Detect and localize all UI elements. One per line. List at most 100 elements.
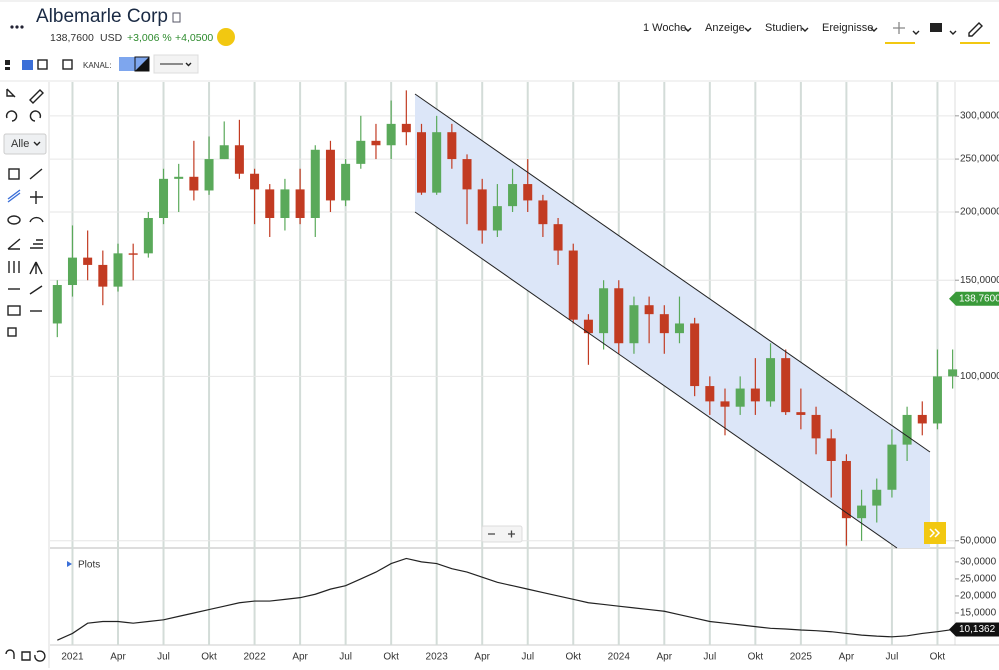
- menu-item[interactable]: Studien: [765, 22, 802, 34]
- pen-button[interactable]: [960, 22, 990, 44]
- candle-body: [204, 159, 214, 191]
- menu-arrows: [684, 27, 957, 35]
- candle-body: [417, 132, 426, 193]
- candle-body: [841, 460, 851, 519]
- x-tick-label: Jul: [339, 652, 352, 663]
- x-tick-label: Apr: [657, 652, 673, 663]
- candle-body: [98, 264, 108, 287]
- y-tick-label: 200,0000: [960, 207, 999, 218]
- x-tick-label: 2025: [790, 652, 813, 663]
- y-tick-label: 300,0000: [960, 110, 999, 121]
- candle-body: [826, 438, 836, 461]
- swap-button[interactable]: [217, 28, 235, 46]
- candle-body: [83, 257, 93, 265]
- stock-title: Albemarle Corp: [36, 6, 168, 27]
- candle-body: [295, 189, 305, 218]
- candle-body: [356, 140, 366, 164]
- legend-toggle[interactable]: [67, 561, 72, 567]
- x-tick-label: Apr: [839, 652, 855, 663]
- candle-body: [371, 140, 381, 146]
- candle-body: [159, 178, 169, 218]
- change-pct: +3,006 %: [127, 32, 172, 44]
- candle-body: [781, 358, 791, 413]
- candle-body: [508, 184, 518, 207]
- price: 138,7600: [50, 32, 94, 44]
- candle-body: [401, 123, 411, 133]
- filter-button[interactable]: [3, 133, 47, 155]
- x-tick-label: 2023: [426, 652, 449, 663]
- drawing-tools[interactable]: [5, 88, 46, 662]
- candle-body: [250, 173, 260, 190]
- menu-item[interactable]: 1 Woche: [643, 22, 686, 34]
- x-tick-label: Okt: [748, 652, 764, 663]
- last-price-tag: [949, 291, 999, 306]
- x-tick-label: Apr: [474, 652, 490, 663]
- candle-body: [538, 200, 548, 225]
- channel-fill: [415, 94, 930, 548]
- candle-body: [674, 323, 684, 334]
- y-tick-label: 50,0000: [960, 535, 997, 546]
- x-tick-label: Okt: [201, 652, 217, 663]
- candle-body: [432, 132, 442, 193]
- y-tick-label: 250,0000: [960, 154, 999, 165]
- candle-body: [462, 159, 472, 190]
- candle-body: [568, 250, 578, 320]
- candle-body: [325, 149, 335, 201]
- last-price-label: 138,7600: [959, 293, 999, 304]
- candle-body: [917, 414, 927, 424]
- x-tick-label: 2022: [243, 652, 266, 663]
- candle-body: [280, 189, 290, 218]
- marks: [52, 90, 958, 641]
- x-tick-label: Okt: [930, 652, 946, 663]
- grid: [50, 82, 955, 645]
- candle-body: [857, 505, 867, 519]
- x-tick-label: Okt: [383, 652, 399, 663]
- indicator-line: [57, 557, 953, 641]
- candle-body: [735, 388, 745, 407]
- candle-body: [523, 184, 533, 201]
- more-menu[interactable]: [10, 25, 24, 29]
- candle-body: [174, 176, 184, 179]
- channel-lower[interactable]: [414, 211, 898, 549]
- candle-body: [644, 305, 654, 315]
- candle-body: [659, 314, 669, 334]
- menu-item[interactable]: Ereignisse: [822, 22, 873, 34]
- candle-body: [766, 358, 776, 402]
- last-value-tag: [949, 622, 999, 637]
- x-tick-label: Apr: [292, 652, 308, 663]
- candle-body: [750, 388, 760, 402]
- candle-body: [583, 319, 593, 334]
- candle-body: [128, 253, 138, 255]
- candle-body: [887, 444, 897, 490]
- y-tick-label: 15,0000: [960, 608, 997, 619]
- comment-button[interactable]: [930, 23, 942, 32]
- legend-label[interactable]: Plots: [78, 560, 100, 571]
- candle-body: [705, 386, 715, 402]
- candle-body: [310, 149, 320, 218]
- y-tick-label: 20,0000: [960, 591, 997, 602]
- menu-item[interactable]: Anzeige: [705, 22, 745, 34]
- channel-upper[interactable]: [414, 93, 931, 453]
- candle-body: [553, 224, 563, 251]
- x-tick-label: Apr: [110, 652, 126, 663]
- filter-label[interactable]: Alle: [11, 138, 29, 150]
- copy-icon[interactable]: [172, 12, 181, 23]
- candle-body: [599, 288, 609, 334]
- candle-body: [219, 145, 229, 160]
- x-tick-label: Jul: [703, 652, 716, 663]
- candle-body: [341, 163, 351, 201]
- channel-color[interactable]: [119, 56, 150, 72]
- candle-body: [386, 123, 396, 146]
- candle-body: [143, 217, 153, 254]
- zoom-controls[interactable]: [481, 525, 523, 543]
- line-style[interactable]: [153, 54, 199, 74]
- candle-body: [492, 206, 502, 231]
- crosshair-button[interactable]: [885, 22, 915, 44]
- candle-body: [932, 376, 942, 424]
- candle-body: [796, 412, 806, 415]
- candle-body: [52, 285, 62, 324]
- layout-icons[interactable]: [5, 59, 73, 70]
- scroll-end-button[interactable]: [924, 522, 946, 544]
- channel-label: KANAL:: [83, 61, 111, 70]
